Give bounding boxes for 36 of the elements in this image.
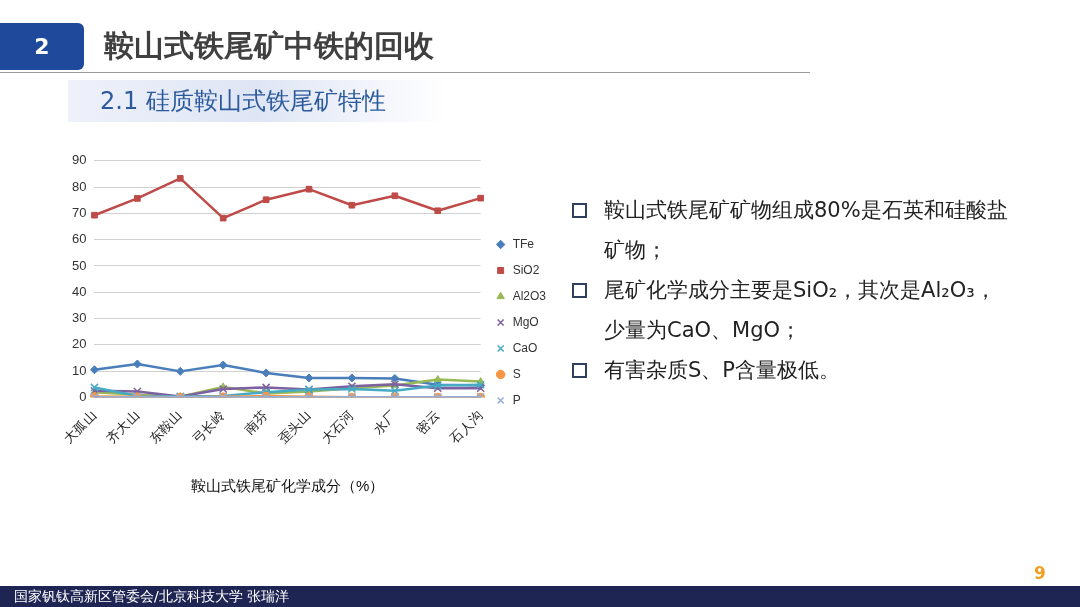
chart-subtitle: 2.1 硅质鞍山式铁尾矿特性 bbox=[68, 80, 448, 122]
x-tick-label: 东鞍山 bbox=[146, 407, 185, 446]
x-tick-label: 歪头山 bbox=[275, 407, 314, 446]
y-tick-label: 90 bbox=[71, 152, 87, 168]
text: 有害杂质S、P含量极低。 bbox=[604, 358, 840, 382]
y-tick-label: 70 bbox=[71, 204, 87, 220]
y-tick-label: 50 bbox=[71, 257, 87, 273]
x-tick-label: 石人沟 bbox=[446, 407, 486, 446]
y-tick-label: 30 bbox=[71, 310, 87, 326]
y-tick-label: 0 bbox=[79, 388, 87, 404]
x-tick-label: 大石河 bbox=[318, 407, 357, 446]
x-tick-label: 弓长岭 bbox=[189, 407, 228, 446]
legend-label: Al2O3 bbox=[512, 288, 547, 303]
legend-label: TFe bbox=[512, 236, 535, 251]
chart-title: 鞍山式铁尾矿中铁的回收 bbox=[104, 27, 434, 65]
legend-label: P bbox=[512, 392, 521, 407]
x-tick-label: 密云 bbox=[413, 407, 443, 437]
legend-label: CaO bbox=[512, 340, 538, 355]
y-tick-label: 20 bbox=[71, 336, 87, 352]
x-tick-label: 水厂 bbox=[370, 407, 400, 437]
legend-label: MgO bbox=[512, 314, 539, 329]
legend-label: S bbox=[512, 366, 521, 381]
text: 国家钒钛高新区管委会/北京科技大学 张瑞洋 bbox=[0, 586, 1080, 607]
y-tick-label: 60 bbox=[71, 231, 87, 247]
x-tick-label: 大孤山 bbox=[60, 407, 99, 446]
x-axis-title: 鞍山式铁尾矿化学成分（%） bbox=[190, 477, 385, 495]
text: 尾矿化学成分主要是SiO₂，其次是Al₂O₃，少量为CaO、MgO； bbox=[604, 278, 996, 342]
text: 2 bbox=[0, 23, 84, 70]
y-tick-label: 80 bbox=[71, 178, 87, 194]
legend-label: SiO2 bbox=[512, 262, 540, 277]
y-tick-label: 40 bbox=[71, 283, 87, 299]
text: 9 bbox=[1034, 563, 1046, 583]
x-tick-label: 南芬 bbox=[241, 407, 271, 437]
text: 鞍山式铁尾矿矿物组成80%是石英和硅酸盐矿物； bbox=[604, 198, 1008, 262]
y-tick-label: 10 bbox=[71, 362, 87, 378]
x-tick-label: 齐大山 bbox=[103, 407, 142, 446]
